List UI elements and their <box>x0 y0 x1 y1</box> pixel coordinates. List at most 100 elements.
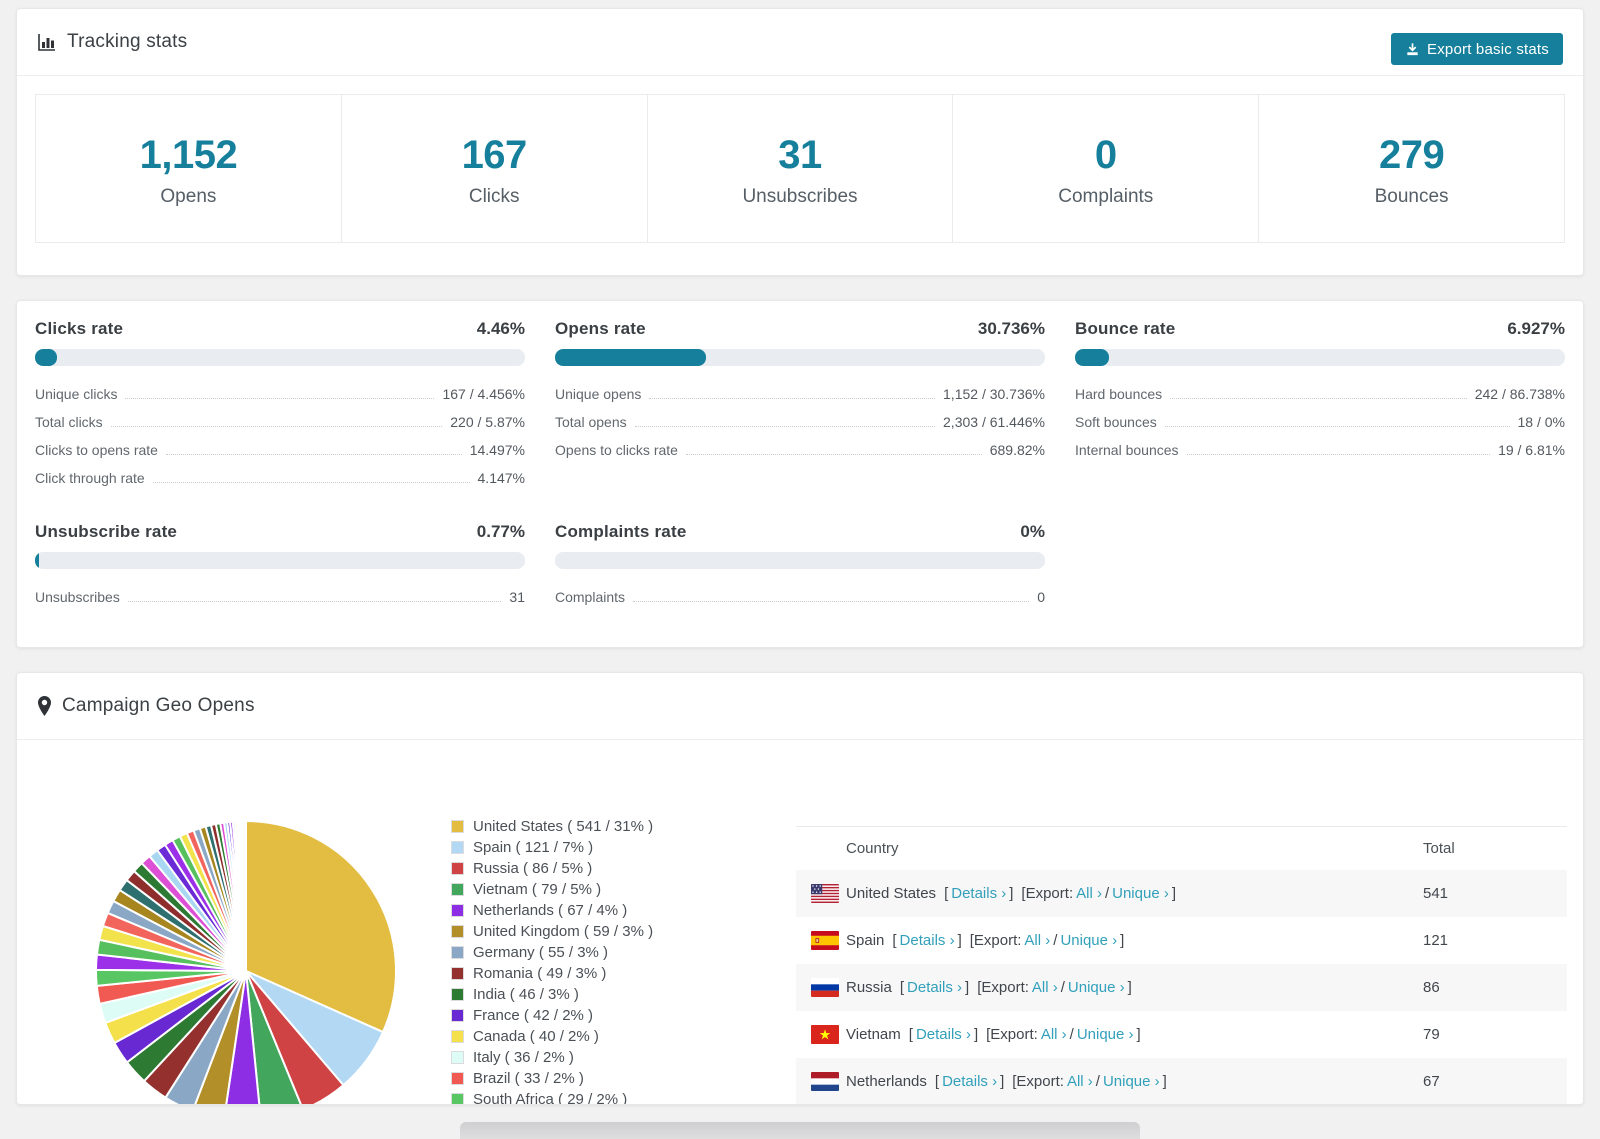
legend-swatch <box>451 967 464 980</box>
complaints-rate-title: Complaints rate <box>555 522 687 541</box>
clicks-rate-progress-bar <box>35 349 525 366</box>
bounce-rate-block: Bounce rate 6.927% Hard bounces 242 / 86.… <box>1075 319 1565 492</box>
flag-nl-icon <box>811 1072 839 1091</box>
geo-opens-title: Campaign Geo Opens <box>62 695 255 716</box>
dotted-leader <box>125 398 435 399</box>
export-all-link[interactable]: All › <box>1066 1073 1093 1090</box>
bounce-rate-percent: 6.927% <box>1507 319 1565 338</box>
table-row: Netherlands [Details ›] [Export: All › / Un… <box>796 1058 1567 1104</box>
legend-item: Spain ( 121 / 7% ) <box>451 837 653 858</box>
details-link[interactable]: Details › <box>915 1026 971 1043</box>
legend-item: United States ( 541 / 31% ) <box>451 816 653 837</box>
stat-opens: 1,152 Opens <box>36 95 341 242</box>
export-all-link[interactable]: All › <box>1031 979 1058 996</box>
details-link[interactable]: Details › <box>942 1073 998 1090</box>
geo-table-header: Country Total <box>796 827 1567 870</box>
complaints-label: Complaints <box>1058 186 1154 207</box>
export-all-link[interactable]: All › <box>1024 932 1051 949</box>
map-pin-icon <box>37 695 52 717</box>
dotted-leader <box>634 426 936 427</box>
rate-row: Internal bounces 19 / 6.81% <box>1075 442 1565 458</box>
complaints-rate-progress-bar <box>555 552 1045 569</box>
opens-count: 1,152 <box>139 133 238 177</box>
rate-row: Clicks to opens rate 14.497% <box>35 442 525 458</box>
geo-pie-chart[interactable] <box>90 815 402 1104</box>
page-title: Tracking stats <box>67 31 188 52</box>
rate-row: Opens to clicks rate 689.82% <box>555 442 1045 458</box>
rate-row: Total opens 2,303 / 61.446% <box>555 414 1045 430</box>
country-column-header: Country <box>846 840 899 857</box>
unsubscribe-rate-title: Unsubscribe rate <box>35 522 178 541</box>
legend-swatch <box>451 1093 464 1104</box>
tracking-stats-header: Tracking stats Export basic stats <box>17 9 1583 76</box>
rate-row: Unique opens 1,152 / 30.736% <box>555 386 1045 402</box>
export-unique-link[interactable]: Unique › <box>1060 932 1118 949</box>
legend-item: United Kingdom ( 59 / 3% ) <box>451 921 653 942</box>
details-link[interactable]: Details › <box>907 979 963 996</box>
dotted-leader <box>152 482 470 483</box>
export-basic-stats-button[interactable]: Export basic stats <box>1391 33 1563 65</box>
export-unique-link[interactable]: Unique › <box>1102 1073 1160 1090</box>
rate-row: Soft bounces 18 / 0% <box>1075 414 1565 430</box>
legend-swatch <box>451 925 464 938</box>
clicks-rate-block: Clicks rate 4.46% Unique clicks 167 / 4.4… <box>35 319 525 492</box>
rate-row: Unsubscribes 31 <box>35 589 525 605</box>
geo-opens-header: Campaign Geo Opens <box>17 673 1583 740</box>
total-value: 541 <box>1423 885 1449 902</box>
flag-us-icon <box>811 884 839 903</box>
export-unique-link[interactable]: Unique › <box>1076 1026 1134 1043</box>
export-all-link[interactable]: All › <box>1040 1026 1067 1043</box>
legend-swatch <box>451 904 464 917</box>
legend-item: France ( 42 / 2% ) <box>451 1005 653 1026</box>
unsubscribe-rate-block: Unsubscribe rate 0.77% Unsubscribes 31 <box>35 522 525 611</box>
legend-swatch <box>451 841 464 854</box>
total-value: 67 <box>1423 1073 1440 1090</box>
legend-item: India ( 46 / 3% ) <box>451 984 653 1005</box>
bounce-rate-title: Bounce rate <box>1075 319 1176 338</box>
legend-swatch <box>451 1009 464 1022</box>
legend-swatch <box>451 1072 464 1085</box>
legend-item: South Africa ( 29 / 2% ) <box>451 1089 653 1104</box>
unsubscribe-rate-progress-bar <box>35 552 525 569</box>
total-value: 79 <box>1423 1026 1440 1043</box>
legend-swatch <box>451 1030 464 1043</box>
tracking-stats-card: Tracking stats Export basic stats 1,152 … <box>16 8 1584 276</box>
export-icon <box>1405 42 1420 57</box>
dotted-leader <box>127 601 502 602</box>
stats-summary-box: 1,152 Opens 167 Clicks 31 Unsubscribes 0… <box>35 94 1565 243</box>
details-link[interactable]: Details › <box>951 885 1007 902</box>
dotted-leader <box>110 426 443 427</box>
rate-row: Click through rate 4.147% <box>35 470 525 486</box>
flag-es-icon <box>811 931 839 950</box>
dotted-leader <box>1170 398 1467 399</box>
opens-rate-percent: 30.736% <box>977 319 1045 338</box>
unsubscribe-rate-percent: 0.77% <box>476 522 525 541</box>
stat-clicks: 167 Clicks <box>340 95 647 242</box>
total-value: 86 <box>1423 979 1440 996</box>
legend-item: Vietnam ( 79 / 5% ) <box>451 879 653 900</box>
bar-chart-icon <box>37 32 57 52</box>
legend-item: Canada ( 40 / 2% ) <box>451 1026 653 1047</box>
flag-vn-icon <box>811 1025 839 1044</box>
geo-opens-card: Campaign Geo Opens United States ( 541 /… <box>16 672 1584 1105</box>
legend-item: Romania ( 49 / 3% ) <box>451 963 653 984</box>
opens-label: Opens <box>160 186 217 207</box>
complaints-count: 0 <box>1094 133 1117 177</box>
legend-swatch <box>451 988 464 1001</box>
table-row: United States [Details ›] [Export: All › /… <box>796 870 1567 917</box>
opens-rate-block: Opens rate 30.736% Unique opens 1,152 / 3… <box>555 319 1045 492</box>
legend-item: Germany ( 55 / 3% ) <box>451 942 653 963</box>
complaints-rate-block: Complaints rate 0% Complaints 0 <box>555 522 1045 611</box>
details-link[interactable]: Details › <box>899 932 955 949</box>
dotted-leader <box>633 601 1030 602</box>
total-column-header: Total <box>1423 840 1455 857</box>
complaints-rate-percent: 0% <box>1020 522 1045 541</box>
rate-row: Hard bounces 242 / 86.738% <box>1075 386 1565 402</box>
export-all-link[interactable]: All › <box>1076 885 1102 902</box>
total-value: 121 <box>1423 932 1449 949</box>
legend-swatch <box>451 820 464 833</box>
scroll-peek-element <box>460 1122 1140 1139</box>
unsubscribes-label: Unsubscribes <box>742 186 858 207</box>
export-unique-link[interactable]: Unique › <box>1067 979 1125 996</box>
export-unique-link[interactable]: Unique › <box>1112 885 1169 902</box>
